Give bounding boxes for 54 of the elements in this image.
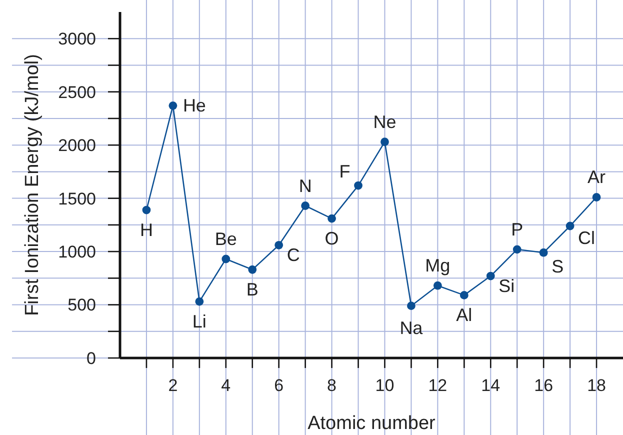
point xyxy=(566,222,574,230)
annotation: Si xyxy=(498,276,515,296)
annotation: Na xyxy=(400,318,424,338)
y-tick-label: 1500 xyxy=(58,189,96,208)
annotation: H xyxy=(140,220,153,240)
y-tick-label: 0 xyxy=(86,348,96,368)
annotation: Al xyxy=(456,305,472,326)
annotation: C xyxy=(286,245,300,266)
point xyxy=(354,181,362,190)
point xyxy=(195,297,204,306)
point xyxy=(433,281,442,290)
y-axis-title: First Ionization Energy (kJ/mol) xyxy=(22,54,43,316)
annotation: F xyxy=(339,162,350,182)
annotation: Ar xyxy=(588,167,606,188)
annotation: Ne xyxy=(373,112,396,132)
x-tick-label: 4 xyxy=(221,376,231,395)
point xyxy=(592,193,601,202)
x-axis-title: Atomic number xyxy=(308,413,436,434)
y-tick-label: 3000 xyxy=(58,30,96,49)
annotation: P xyxy=(511,219,524,240)
x-tick-label: 14 xyxy=(481,376,500,395)
point xyxy=(168,101,178,110)
y-tick-label: 1000 xyxy=(58,242,96,262)
y-tick-label: 500 xyxy=(68,296,96,315)
x-tick-label: 12 xyxy=(428,376,448,395)
point xyxy=(274,240,284,250)
point xyxy=(460,290,468,300)
annotation: O xyxy=(324,228,339,249)
annotation: Be xyxy=(214,228,237,249)
annotation: S xyxy=(552,256,564,277)
annotation: He xyxy=(182,96,206,116)
x-tick-label: 18 xyxy=(587,376,606,395)
annotation: N xyxy=(298,176,312,196)
y-tick-label: 2000 xyxy=(58,136,96,156)
point xyxy=(222,254,230,264)
point xyxy=(539,248,548,257)
point xyxy=(380,138,389,146)
x-tick-label: 2 xyxy=(168,376,178,395)
point xyxy=(248,265,257,274)
annotation: Li xyxy=(192,312,206,332)
x-tick-label: 16 xyxy=(534,376,554,395)
point xyxy=(486,272,495,280)
y-tick-label: 2500 xyxy=(58,82,96,102)
annotation: B xyxy=(246,280,258,300)
x-tick-label: 10 xyxy=(375,376,394,395)
annotation: Mg xyxy=(425,256,450,276)
annotation: Cl xyxy=(578,228,596,248)
point xyxy=(328,214,336,223)
point xyxy=(301,202,310,210)
x-tick-label: 8 xyxy=(327,376,337,395)
x-tick-label: 6 xyxy=(274,376,284,395)
point xyxy=(407,302,416,310)
point xyxy=(512,245,522,254)
point xyxy=(142,206,151,214)
